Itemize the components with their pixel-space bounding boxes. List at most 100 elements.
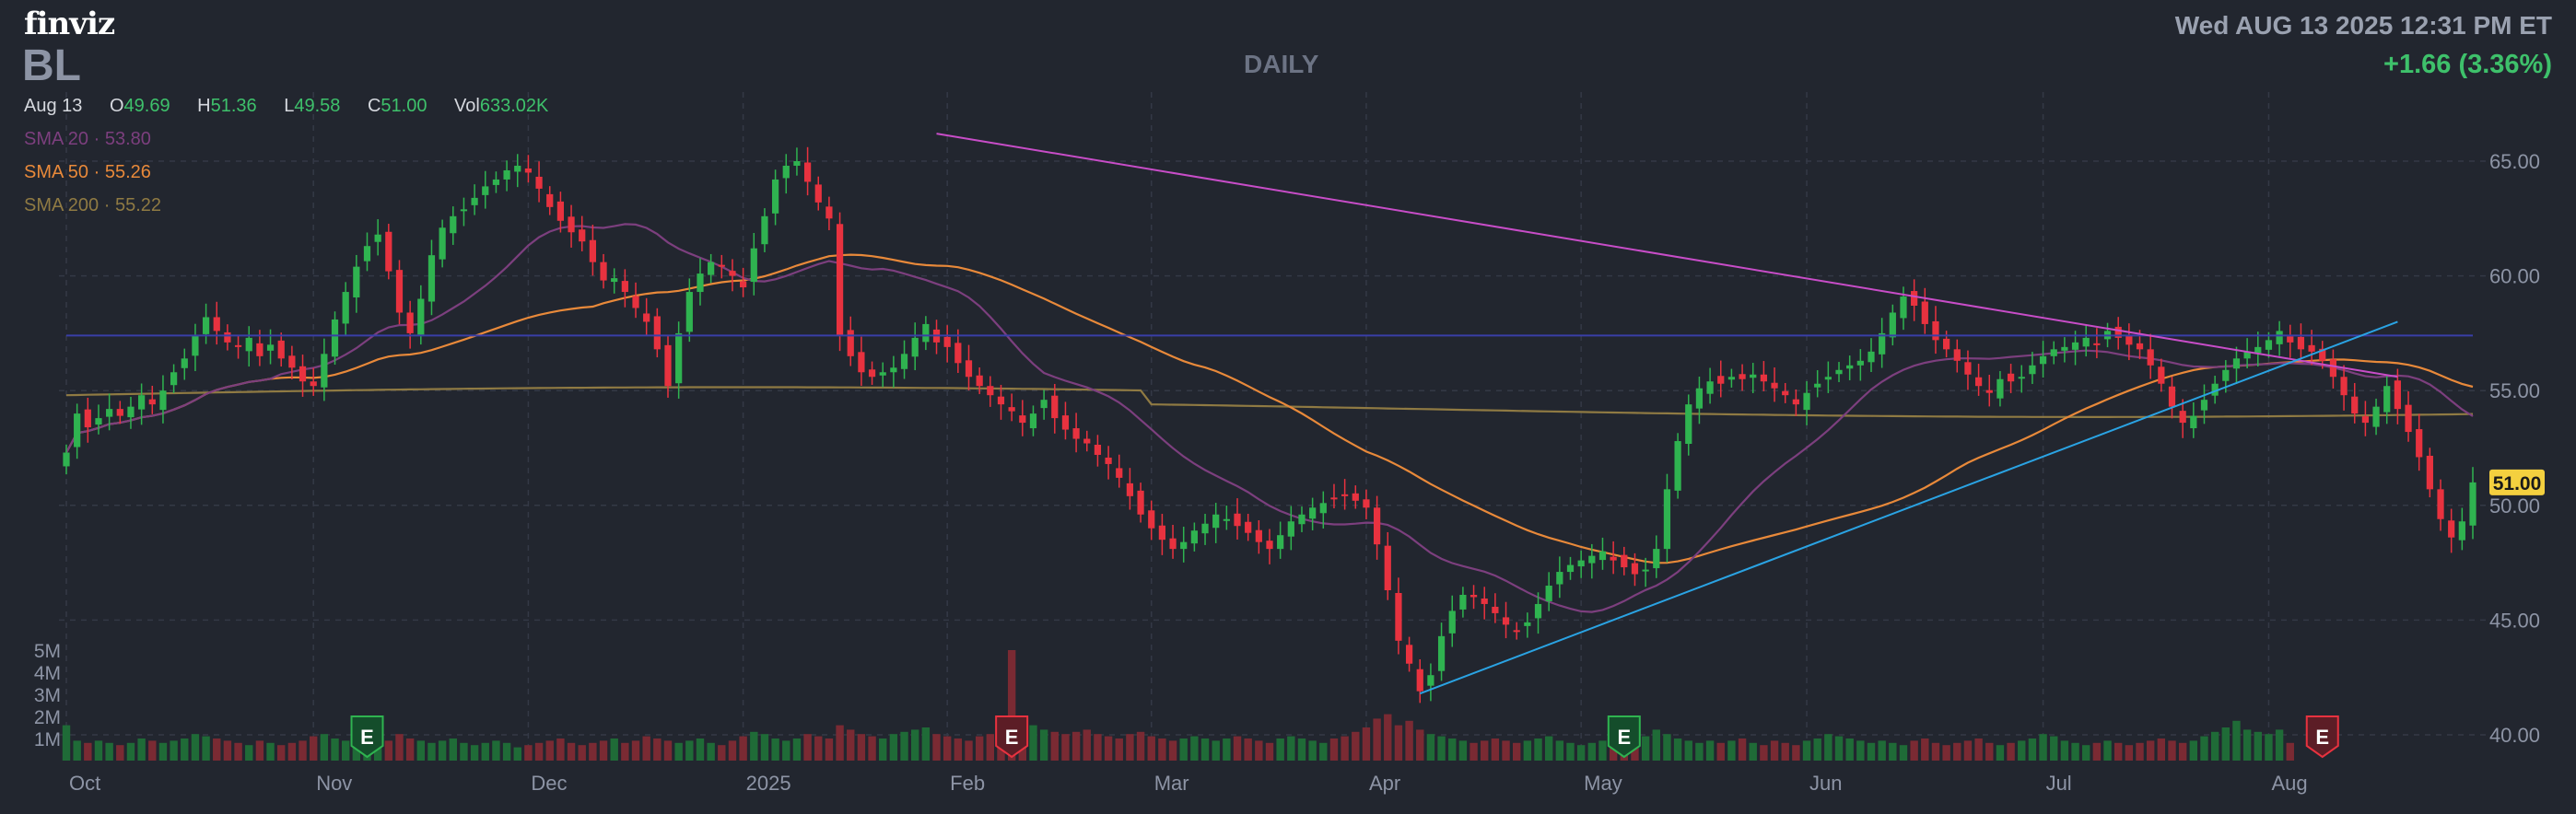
volume-bar [181, 738, 189, 761]
ohlc-date: Aug 13 [24, 96, 83, 116]
candle-body [1169, 538, 1177, 550]
candle-body [2232, 358, 2241, 369]
candle-body [1502, 617, 1510, 625]
candle-body [1266, 541, 1273, 550]
volume-bar [2286, 742, 2294, 761]
volume-bar [1083, 729, 1091, 761]
candle-body [911, 337, 919, 357]
volume-bar [223, 740, 232, 761]
candle-body [621, 281, 628, 293]
volume-bar [94, 740, 103, 761]
candle-body [579, 229, 586, 242]
volume-bar [1158, 738, 1166, 761]
finviz-logo[interactable]: finviz [24, 6, 115, 42]
volume-bar [1716, 742, 1725, 761]
volume-bar [534, 742, 544, 761]
candle-body [106, 409, 113, 417]
volume-bar [2039, 734, 2047, 761]
candle-body [427, 255, 436, 302]
sma200-legend[interactable]: SMA 200 · 55.22 [24, 195, 161, 216]
candle-body [224, 331, 231, 343]
volume-bar [1352, 731, 1360, 761]
candle-body [2082, 337, 2090, 347]
volume-bar [771, 738, 779, 761]
volume-bar [642, 736, 650, 761]
candle-body [1598, 551, 1607, 561]
volume-bar [116, 745, 124, 761]
volume-bar [449, 738, 457, 761]
volume-bar [1985, 742, 1994, 761]
volume-bar [1136, 731, 1145, 761]
volume-bar [524, 745, 533, 761]
earnings-badge-label: E [1005, 726, 1019, 749]
candle-body [1148, 510, 1155, 529]
candle-body [1900, 297, 1907, 319]
candle-body [524, 168, 533, 173]
candle-body [2007, 373, 2015, 382]
candle-body [782, 165, 790, 179]
candle-body [1921, 301, 1928, 324]
volume-bar [1341, 736, 1349, 761]
candle-body [2018, 377, 2025, 379]
sma20-legend[interactable]: SMA 20 · 53.80 [24, 129, 151, 150]
candle-body [1255, 529, 1262, 542]
candle-body [1469, 594, 1478, 598]
volume-bar [1576, 745, 1586, 761]
candle-body [266, 344, 275, 351]
candle-body [2190, 415, 2197, 429]
volume-bar [1749, 742, 1757, 761]
candle-body [1427, 675, 1434, 686]
volume-bar [1502, 740, 1510, 761]
volume-bar [1437, 736, 1446, 761]
candle-body [643, 313, 650, 322]
candle-body [2050, 349, 2057, 356]
volume-bar [2113, 742, 2123, 761]
earnings-negative-icon[interactable]: E [2305, 715, 2339, 759]
volume-bar [599, 740, 608, 761]
earnings-negative-icon[interactable]: E [995, 715, 1029, 759]
earnings-positive-icon[interactable]: E [350, 715, 384, 759]
low-label: L [284, 96, 295, 116]
candle-body [1964, 362, 1972, 375]
candle-body [192, 335, 199, 356]
volume-bar [2254, 731, 2262, 761]
volume-bar [1276, 738, 1284, 761]
volume-bar [1329, 738, 1339, 761]
candle-body [1706, 381, 1714, 394]
volume-bar [1792, 745, 1800, 761]
volume-bar [910, 729, 919, 761]
volume-bar [1856, 740, 1865, 761]
candle-body [1072, 428, 1080, 439]
price-change: +1.66 (3.36%) [2383, 50, 2552, 79]
candle-body [987, 386, 994, 396]
candle-body [417, 298, 425, 335]
candle-body [331, 319, 339, 357]
timeframe-label[interactable]: DAILY [1244, 50, 1319, 78]
candle-body [943, 336, 951, 347]
candle-body [277, 340, 285, 359]
earnings-positive-icon[interactable]: E [1607, 715, 1641, 759]
candle-body [2200, 400, 2208, 411]
volume-bar [1481, 740, 1489, 761]
volume-bar [1566, 742, 1575, 761]
candle-body [353, 266, 360, 298]
volume-value: 633.02K [479, 96, 549, 116]
candle-body [1524, 622, 1531, 626]
volume-bar [803, 734, 812, 761]
volume-tick-label: 1M [34, 729, 61, 750]
candle-body [1019, 415, 1026, 424]
candle-body [288, 355, 296, 368]
volume-bar [1878, 740, 1886, 761]
sma50-value: 55.26 [104, 162, 151, 182]
volume-bar [2136, 742, 2144, 761]
earnings-badge-label: E [360, 726, 374, 749]
candle-body [1717, 376, 1725, 384]
candle-body [2469, 482, 2476, 526]
trendlines[interactable] [66, 133, 2473, 695]
volume-bar [954, 738, 963, 761]
candle-body [1481, 598, 1488, 604]
volume-bar [1931, 742, 1940, 761]
sma50-legend[interactable]: SMA 50 · 55.26 [24, 162, 151, 183]
